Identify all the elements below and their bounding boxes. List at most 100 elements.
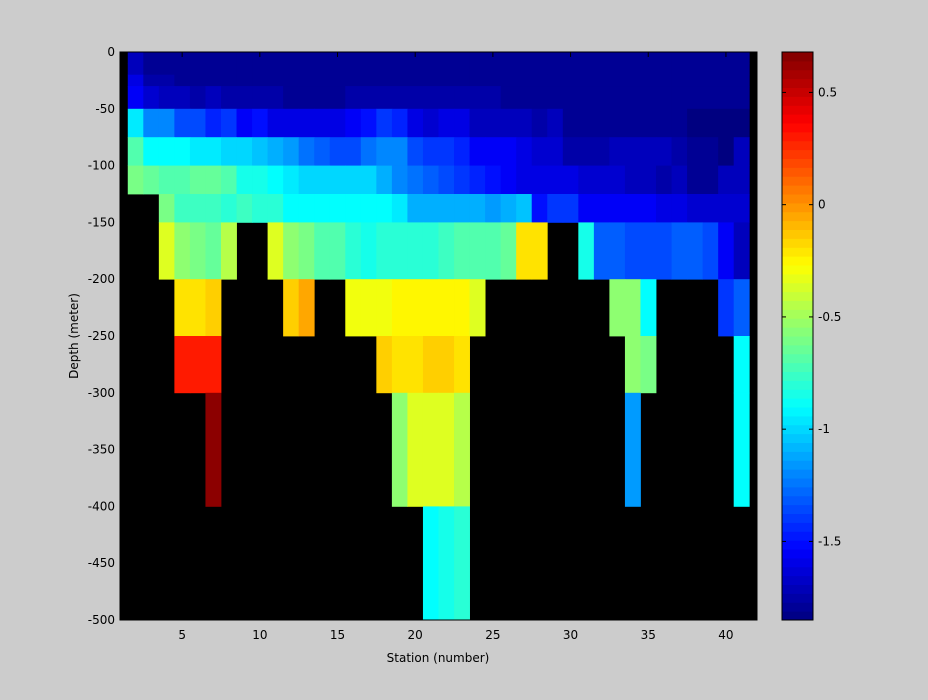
heatmap-cell [391,392,408,507]
heatmap-cell [702,137,719,166]
heatmap-cell [220,74,237,87]
heatmap-cell [640,74,657,87]
heatmap-cell [252,108,268,138]
heatmap-cell [220,86,237,110]
heatmap-cell [593,74,610,87]
heatmap-cell [609,86,626,110]
heatmap-cell [438,506,455,621]
heatmap-cell [687,63,704,76]
heatmap-cell [733,52,750,64]
heatmap-cell [158,52,175,64]
heatmap-cell [205,74,222,87]
heatmap-cell [454,165,470,195]
heatmap-cell [407,336,424,394]
colorbar-frame [781,51,814,621]
heatmap-cell [298,108,315,138]
heatmap-cell [360,63,377,76]
heatmap-cell [656,63,672,76]
colorbar-segment [782,291,813,302]
heatmap-cell [174,86,191,110]
heatmap-cell [407,63,424,76]
heatmap-cell [267,194,284,223]
heatmap-cell [422,52,439,64]
heatmap-cell [733,63,750,76]
heatmap-cell [578,74,595,87]
colorbar-segment [782,424,813,435]
heatmap-cell [329,137,346,166]
heatmap-cell [391,63,408,76]
heatmap-cell [407,137,424,166]
colorbar-segment [782,353,813,364]
heatmap-cell [718,194,735,223]
heatmap-cell [345,165,362,195]
colorbar-segment [782,611,813,621]
heatmap-cell [718,165,735,195]
heatmap-cell [298,74,315,87]
heatmap-cell [360,279,377,337]
heatmap-cell [485,194,502,223]
colorbar-segment [782,211,813,222]
heatmap-cell [671,137,688,166]
heatmap-cell [345,108,362,138]
heatmap-cell [687,165,704,195]
heatmap-cell [189,194,206,223]
heatmap-cell [733,279,750,337]
heatmap-cell [640,108,657,138]
colorbar-segment [782,256,813,266]
heatmap-cell [469,194,486,223]
colorbar-segment [782,247,813,257]
heatmap-cell [578,194,595,223]
y-tick-label: -200 [88,272,115,286]
colorbar-segment [782,220,813,231]
heatmap-cell [438,86,455,110]
heatmap-cell [360,165,377,195]
heatmap-cell [687,137,704,166]
heatmap-cell [438,108,455,138]
heatmap-cell [236,74,253,87]
heatmap-cell [391,74,408,87]
heatmap-cell [189,336,206,394]
heatmap-cell [454,222,470,280]
heatmap-cell [531,74,548,87]
colorbar-segment [782,478,813,488]
heatmap-cell [593,137,610,166]
heatmap-cell [531,52,548,64]
heatmap-cell [220,63,237,76]
heatmap-cell [127,137,144,166]
heatmap-cell [407,165,424,195]
colorbar-segment [782,602,813,612]
heatmap-cell [407,222,424,280]
heatmap-cell [609,52,626,64]
heatmap-cell [562,108,579,138]
y-tick-label: -150 [88,215,115,229]
heatmap-cell [454,279,470,337]
heatmap-cell [687,74,704,87]
heatmap-cell [656,137,672,166]
heatmap-cell [314,194,331,223]
heatmap-cell [267,52,284,64]
heatmap-cell [718,52,735,64]
heatmap-cell [205,86,222,110]
heatmap-cell [702,194,719,223]
heatmap-cell [531,63,548,76]
colorbar-segment [782,442,813,452]
heatmap-cell [500,222,517,280]
heatmap-cell [687,86,704,110]
colorbar-segment [782,575,813,586]
heatmap-cell [391,222,408,280]
heatmap-cell [158,63,175,76]
heatmap-cell [687,222,704,280]
colorbar-segment [782,167,813,177]
colorbar-segment [782,415,813,426]
heatmap-cell [376,74,393,87]
heatmap-cell [702,74,719,87]
heatmap-cell [640,137,657,166]
heatmap-cell [562,74,579,87]
colorbar-segment [782,460,813,470]
colorbar-segment [782,69,813,80]
colorbar-segment [782,318,813,328]
heatmap-cell [283,137,300,166]
colorbar-segment [782,238,813,248]
heatmap-cell [593,86,610,110]
